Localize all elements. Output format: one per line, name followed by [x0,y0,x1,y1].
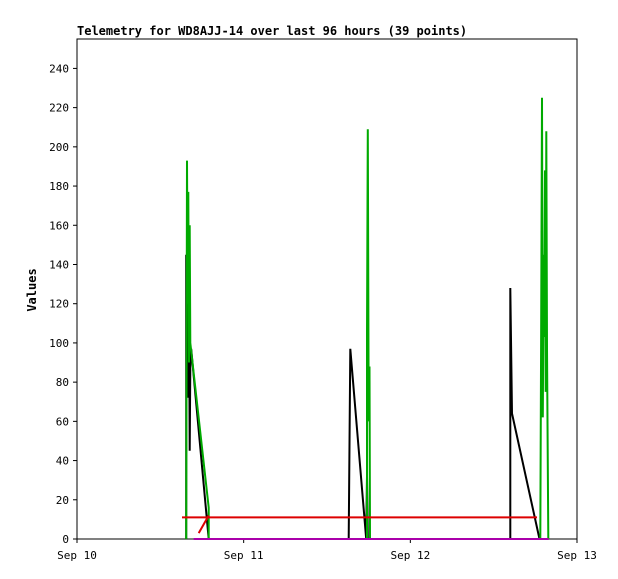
series-line-4 [197,515,210,534]
x-tick-label: Sep 11 [224,549,264,562]
y-axis: 0 20 40 60 80 100 120 140 160 180 200 220 240 [49,62,77,546]
y-tick-label: 120 [49,298,69,311]
plot-area-frame [76,38,578,540]
series-group [182,97,550,540]
y-tick-label: 140 [49,258,69,271]
y-tick-label: 220 [49,102,69,115]
x-tick-label: Sep 12 [390,549,430,562]
y-tick-label: 60 [56,415,69,428]
series-line-2 [185,97,550,540]
y-tick-label: 160 [49,219,69,232]
y-tick-label: 80 [56,376,69,389]
chart-title: Telemetry for WD8AJJ-14 over last 96 hou… [77,24,467,38]
y-axis-label: Values [25,268,39,311]
y-tick-label: 100 [49,337,69,350]
x-tick-label: Sep 10 [57,549,97,562]
y-tick-label: 20 [56,494,69,507]
series-line-1 [185,254,541,540]
y-tick-label: 0 [62,533,69,546]
x-axis: Sep 10 Sep 11 Sep 12 Sep 13 [57,539,597,562]
y-tick-label: 200 [49,141,69,154]
y-tick-label: 240 [49,62,69,75]
x-tick-label: Sep 13 [557,549,597,562]
y-tick-label: 40 [56,455,69,468]
y-tick-label: 180 [49,180,69,193]
